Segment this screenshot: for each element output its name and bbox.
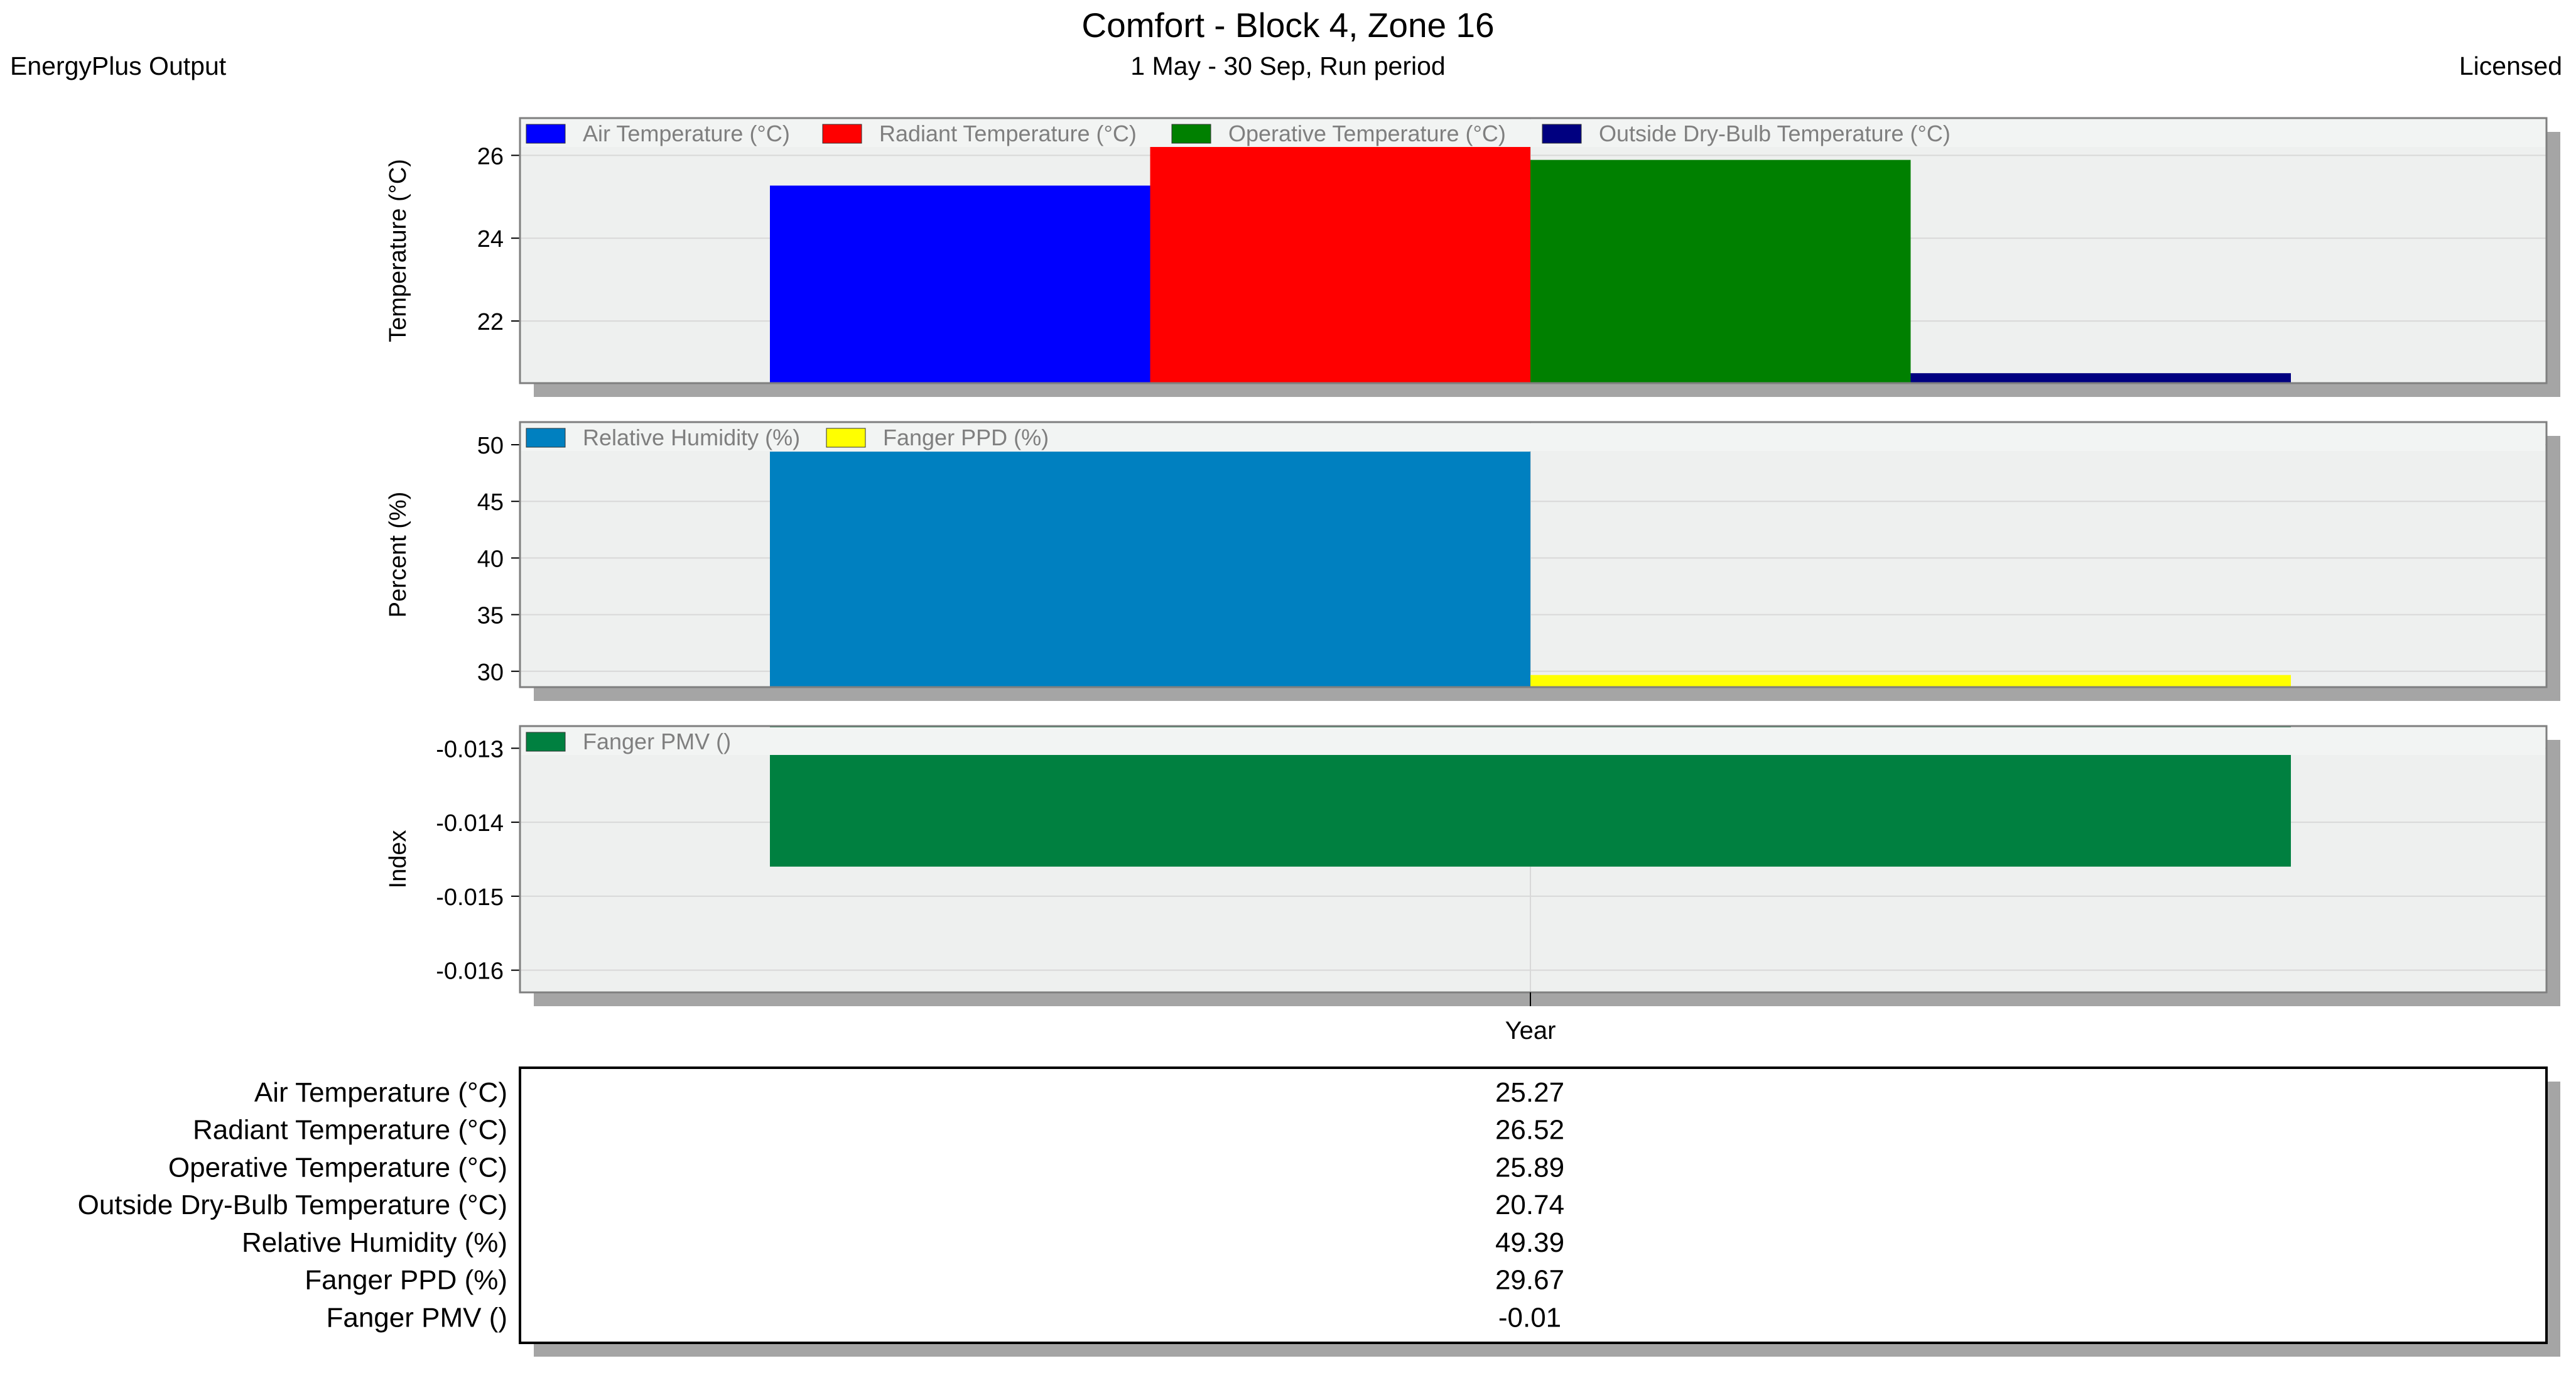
bar-relative-humidity	[770, 452, 1530, 687]
table-row-label: Fanger PMV ()	[326, 1302, 507, 1333]
y-tick-label: -0.013	[436, 736, 504, 762]
legend-swatch	[826, 428, 866, 448]
bar-air-temperature-c	[770, 185, 1150, 383]
legend-strip	[521, 423, 2545, 451]
y-axis-label: Temperature (°C)	[385, 159, 411, 342]
table-row-value: 20.74	[1495, 1190, 1564, 1220]
bar-outside-dry-bulb-temperature-c	[1910, 373, 2291, 383]
table-row-label: Relative Humidity (%)	[242, 1227, 507, 1258]
panel-border	[519, 725, 2548, 994]
table-row-label: Outside Dry-Bulb Temperature (°C)	[78, 1190, 507, 1220]
legend-swatch	[526, 428, 566, 448]
table-row-value: 25.27	[1495, 1077, 1564, 1108]
y-axis-label: Index	[385, 830, 411, 889]
y-tick-label: -0.015	[436, 884, 504, 911]
y-tick-label: -0.014	[436, 810, 504, 837]
y-tick-label: 50	[477, 433, 504, 459]
table-row-label: Radiant Temperature (°C)	[193, 1115, 507, 1146]
y-tick-label: 45	[477, 489, 504, 516]
panel-border	[519, 117, 2548, 384]
table-row-label: Fanger PPD (%)	[305, 1265, 507, 1296]
legend-entry: Air Temperature (°C)	[583, 121, 790, 146]
table-row-value: -0.01	[1498, 1302, 1561, 1333]
y-tick-label: 40	[477, 546, 504, 572]
table-row-value: 25.89	[1495, 1152, 1564, 1183]
legend-swatch	[526, 124, 566, 144]
y-axis-label: Percent (%)	[385, 492, 411, 618]
bar-fanger-ppd	[1530, 675, 2291, 687]
y-tick-label: -0.016	[436, 958, 504, 985]
y-tick-label: 24	[477, 226, 504, 252]
panel-border	[519, 421, 2548, 688]
legend-entry: Radiant Temperature (°C)	[879, 121, 1137, 146]
legend-entry: Fanger PMV ()	[583, 729, 731, 754]
bar-operative-temperature-c	[1530, 160, 1911, 384]
legend-swatch	[526, 732, 566, 752]
legend-entry: Outside Dry-Bulb Temperature (°C)	[1599, 121, 1951, 146]
y-tick-label: 26	[477, 143, 504, 170]
bar-radiant-temperature-c	[1150, 134, 1530, 383]
legend-entry: Relative Humidity (%)	[583, 425, 800, 450]
output-source-label: EnergyPlus Output	[10, 52, 227, 80]
table-row-value: 26.52	[1495, 1115, 1564, 1146]
legend-entry: Operative Temperature (°C)	[1228, 121, 1506, 146]
legend-swatch	[822, 124, 862, 144]
y-tick-label: 22	[477, 309, 504, 335]
table-row-label: Air Temperature (°C)	[254, 1077, 507, 1108]
legend-entry: Fanger PPD (%)	[883, 425, 1049, 450]
license-label: Licensed	[2459, 52, 2562, 80]
table-row-label: Operative Temperature (°C)	[168, 1152, 507, 1183]
table-row-value: 29.67	[1495, 1265, 1564, 1296]
x-tick-label: Year	[1505, 1017, 1556, 1045]
legend-swatch	[1171, 124, 1211, 144]
y-tick-label: 30	[477, 659, 504, 686]
table-row-value: 49.39	[1495, 1227, 1564, 1258]
chart-title: Comfort - Block 4, Zone 16	[1081, 6, 1495, 45]
summary-table	[519, 1066, 2548, 1344]
chart-subtitle: 1 May - 30 Sep, Run period	[1130, 52, 1446, 80]
y-tick-label: 35	[477, 603, 504, 629]
legend-strip	[521, 727, 2545, 755]
legend-swatch	[1542, 124, 1582, 144]
